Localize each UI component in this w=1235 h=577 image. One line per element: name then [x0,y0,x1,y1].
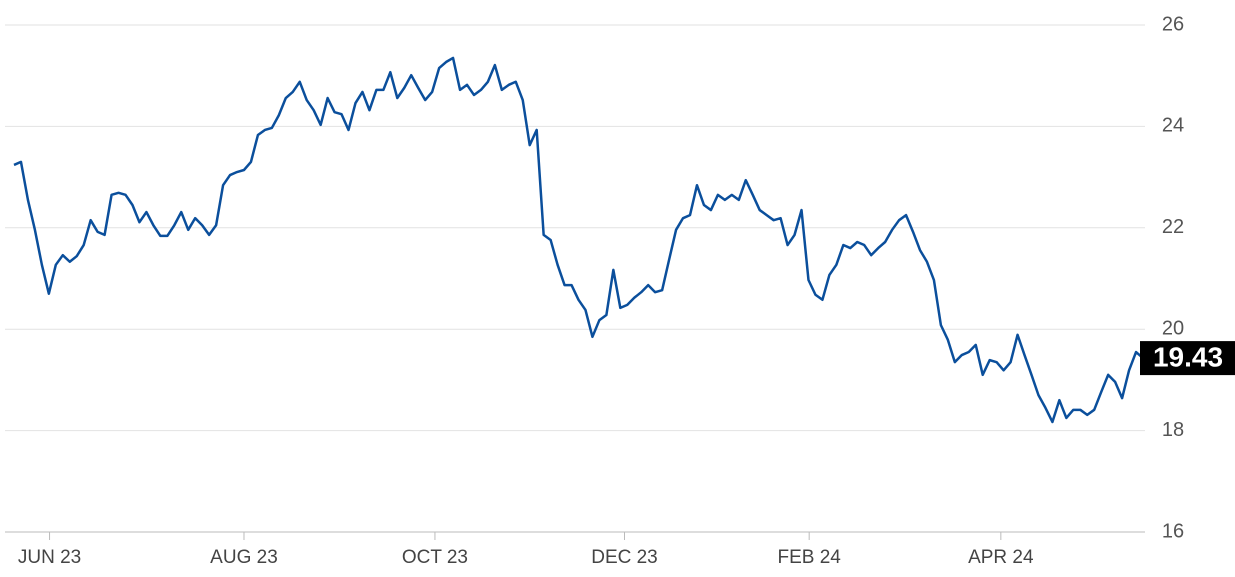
last-value-label: 19.43 [1153,341,1223,372]
price-line [13,56,1144,424]
y-tick-label: 18 [1162,419,1184,441]
x-tick-label: JUN 23 [18,547,81,568]
y-tick-label: 24 [1162,115,1184,137]
x-tick-label: OCT 23 [402,547,468,568]
x-tick-label: FEB 24 [777,547,841,568]
x-tick-label: APR 24 [968,547,1034,568]
y-tick-label: 16 [1162,520,1184,542]
last-value-box [1140,341,1235,376]
x-tick-label: AUG 23 [210,547,278,568]
y-tick-label: 26 [1162,13,1184,35]
x-tick-label: DEC 23 [591,547,658,568]
y-tick-label: 20 [1162,317,1184,339]
y-tick-label: 22 [1162,216,1184,238]
